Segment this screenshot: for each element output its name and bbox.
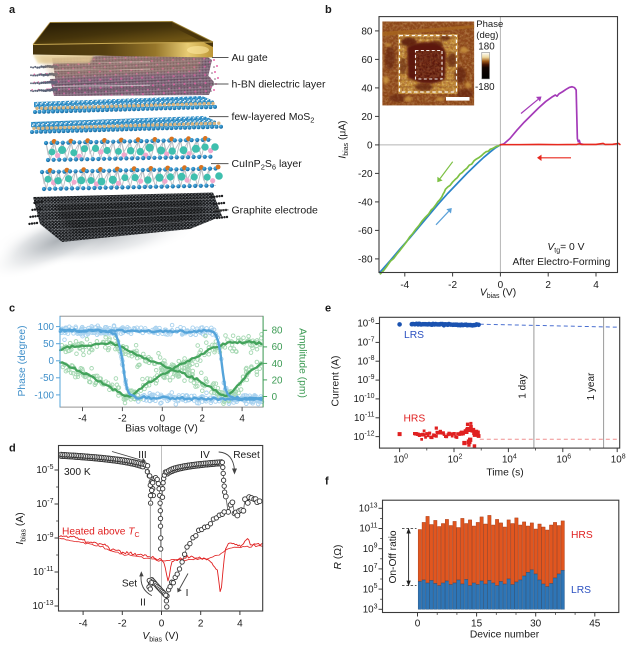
svg-text:After Electro-Forming: After Electro-Forming: [513, 257, 611, 268]
svg-text:4: 4: [239, 414, 245, 425]
svg-text:60: 60: [361, 55, 373, 66]
svg-text:Heated above TC: Heated above TC: [62, 527, 140, 540]
svg-text:2: 2: [199, 414, 204, 425]
svg-text:0: 0: [160, 414, 166, 425]
svg-text:IV: IV: [200, 450, 210, 461]
svg-text:-4: -4: [78, 414, 87, 425]
svg-text:I: I: [186, 588, 189, 599]
svg-text:-50: -50: [40, 373, 55, 384]
svg-text:2: 2: [545, 280, 551, 291]
svg-text:20: 20: [361, 112, 373, 123]
svg-text:50: 50: [43, 339, 54, 350]
svg-text:0: 0: [272, 392, 278, 403]
svg-text:180: 180: [478, 42, 495, 53]
svg-text:80: 80: [361, 26, 373, 37]
svg-text:-180: -180: [475, 82, 495, 93]
svg-text:Phase: Phase: [476, 19, 503, 30]
svg-text:d: d: [9, 443, 16, 455]
svg-text:4: 4: [237, 619, 243, 630]
svg-text:30: 30: [530, 618, 542, 629]
svg-text:-100: -100: [34, 390, 54, 401]
svg-text:c: c: [9, 303, 15, 315]
svg-text:II: II: [140, 598, 146, 609]
svg-text:LRS: LRS: [404, 330, 424, 341]
svg-text:4: 4: [593, 280, 599, 291]
svg-text:-2: -2: [448, 280, 457, 291]
svg-text:1 year: 1 year: [586, 372, 597, 400]
svg-text:h-BN dielectric layer: h-BN dielectric layer: [232, 79, 326, 91]
svg-text:-4: -4: [400, 280, 409, 291]
svg-text:HRS: HRS: [404, 414, 426, 425]
svg-text:Ibias (μA): Ibias (μA): [338, 120, 351, 158]
svg-text:0: 0: [49, 356, 55, 367]
svg-text:-2: -2: [118, 619, 127, 630]
svg-text:R (Ω): R (Ω): [333, 545, 344, 570]
svg-text:CuInP2S6 layer: CuInP2S6 layer: [232, 158, 303, 172]
svg-text:Vbias (V): Vbias (V): [142, 631, 178, 644]
svg-text:Phase (degree): Phase (degree): [17, 326, 28, 397]
svg-text:HRS: HRS: [571, 530, 593, 541]
svg-text:40: 40: [361, 83, 373, 94]
svg-text:-40: -40: [358, 197, 373, 208]
svg-text:0: 0: [367, 140, 373, 151]
svg-text:Time (s): Time (s): [486, 468, 523, 479]
svg-text:Vbias (V): Vbias (V): [480, 288, 516, 301]
svg-text:-80: -80: [358, 254, 373, 265]
svg-text:80: 80: [272, 326, 283, 337]
svg-text:Reset: Reset: [233, 450, 260, 461]
svg-text:Bias voltage (V): Bias voltage (V): [125, 424, 198, 435]
svg-text:45: 45: [589, 618, 601, 629]
svg-text:Device number: Device number: [470, 630, 540, 641]
svg-text:few-layered MoS2: few-layered MoS2: [232, 111, 315, 125]
svg-text:20: 20: [272, 375, 283, 386]
svg-text:Set: Set: [122, 579, 137, 590]
svg-text:-4: -4: [79, 619, 88, 630]
svg-text:300 K: 300 K: [64, 467, 91, 478]
svg-text:On-Off ratio: On-Off ratio: [388, 530, 399, 583]
svg-text:2: 2: [198, 619, 204, 630]
svg-text:III: III: [138, 450, 147, 461]
svg-text:b: b: [325, 4, 332, 16]
svg-text:(deg): (deg): [476, 30, 498, 41]
svg-text:0: 0: [498, 280, 504, 291]
svg-text:15: 15: [471, 618, 483, 629]
svg-text:100: 100: [38, 322, 55, 333]
svg-text:Current (A): Current (A): [331, 356, 342, 407]
svg-text:0: 0: [415, 618, 421, 629]
svg-text:1 day: 1 day: [517, 374, 528, 398]
svg-text:Amplitude (pm): Amplitude (pm): [297, 328, 308, 398]
svg-text:-2: -2: [118, 414, 127, 425]
svg-text:Ibias (A): Ibias (A): [15, 512, 28, 544]
svg-text:0: 0: [159, 619, 165, 630]
svg-text:40: 40: [272, 359, 283, 370]
svg-text:e: e: [325, 303, 331, 315]
svg-text:LRS: LRS: [571, 585, 591, 596]
svg-text:Vtg= 0 V: Vtg= 0 V: [547, 242, 584, 255]
svg-text:Graphite electrode: Graphite electrode: [232, 205, 319, 217]
svg-text:-20: -20: [358, 169, 373, 180]
svg-text:60: 60: [272, 342, 283, 353]
svg-text:a: a: [9, 4, 16, 16]
svg-text:f: f: [325, 476, 329, 488]
svg-text:Au gate: Au gate: [232, 52, 268, 64]
svg-text:-60: -60: [358, 226, 373, 237]
